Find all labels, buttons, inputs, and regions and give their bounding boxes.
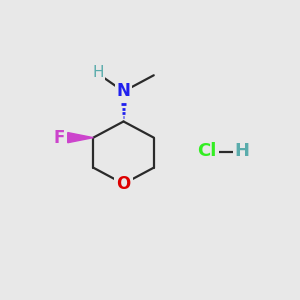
Text: Cl: Cl <box>197 142 217 160</box>
Text: H: H <box>235 142 250 160</box>
Text: O: O <box>116 175 131 193</box>
Text: N: N <box>117 82 130 100</box>
Text: H: H <box>92 65 104 80</box>
Text: F: F <box>54 129 65 147</box>
Polygon shape <box>68 133 93 143</box>
